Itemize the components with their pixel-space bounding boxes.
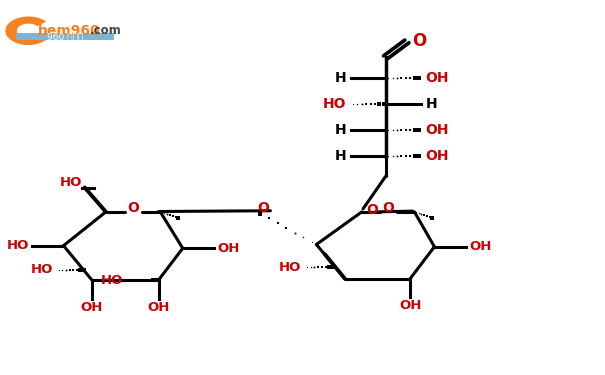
Text: OH: OH bbox=[469, 240, 491, 253]
Text: OH: OH bbox=[148, 301, 169, 314]
Text: H: H bbox=[335, 123, 347, 137]
Text: OH: OH bbox=[81, 301, 103, 314]
Text: HO: HO bbox=[30, 263, 53, 276]
Text: H: H bbox=[335, 149, 347, 164]
Text: O: O bbox=[257, 201, 269, 215]
Text: O: O bbox=[127, 201, 139, 215]
Text: O: O bbox=[382, 201, 394, 215]
Text: H: H bbox=[335, 70, 347, 85]
Text: HO: HO bbox=[323, 97, 347, 111]
Wedge shape bbox=[5, 16, 46, 45]
Text: OH: OH bbox=[425, 70, 449, 85]
Text: OH: OH bbox=[425, 149, 449, 164]
Text: O: O bbox=[367, 202, 379, 217]
Text: HO: HO bbox=[7, 239, 29, 252]
Text: OH: OH bbox=[399, 299, 421, 312]
Text: HO: HO bbox=[59, 177, 82, 189]
Text: H: H bbox=[425, 97, 437, 111]
Text: hem960: hem960 bbox=[38, 24, 100, 38]
Text: OH: OH bbox=[425, 123, 449, 137]
Text: OH: OH bbox=[217, 242, 240, 255]
Bar bbox=[16, 33, 114, 40]
Text: 960 化工网: 960 化工网 bbox=[47, 32, 83, 41]
Text: .com: .com bbox=[90, 24, 121, 37]
Text: HO: HO bbox=[100, 274, 123, 286]
Text: O: O bbox=[412, 32, 427, 50]
Text: HO: HO bbox=[278, 261, 301, 274]
